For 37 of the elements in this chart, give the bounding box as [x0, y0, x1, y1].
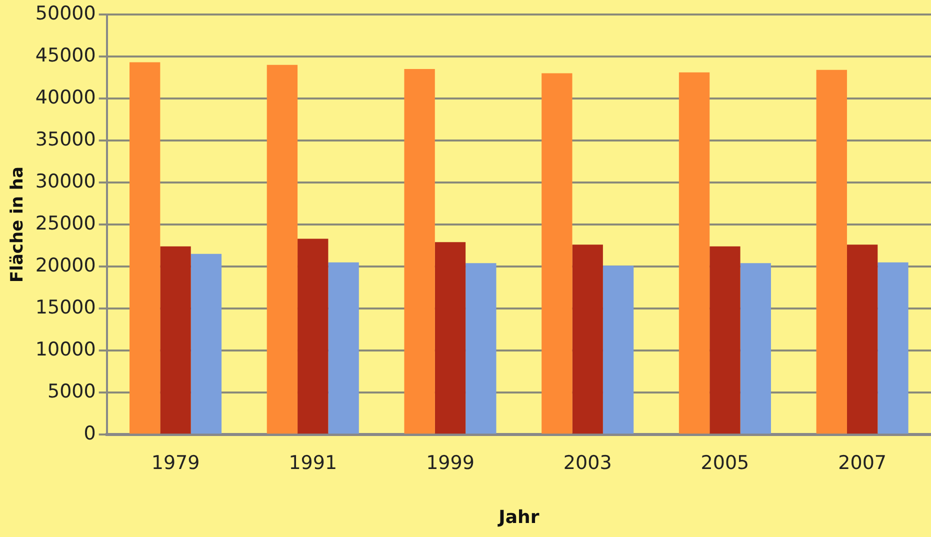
bar [266, 64, 298, 434]
bar [678, 72, 710, 434]
x-axis-title: Jahr [496, 506, 540, 528]
x-tick-label: 1991 [288, 452, 338, 474]
y-tick-label: 15000 [35, 296, 96, 318]
bar [602, 266, 634, 434]
y-axis-title: Fläche in ha [8, 166, 28, 282]
y-tick-label: 20000 [35, 254, 96, 276]
x-tick-label: 2007 [838, 452, 886, 474]
bar [298, 238, 328, 434]
y-tick-label: 5000 [47, 380, 96, 403]
bar [466, 263, 496, 434]
bar [190, 254, 222, 434]
bar [404, 69, 435, 434]
bar [328, 262, 359, 434]
bar [816, 70, 847, 434]
bar [572, 244, 603, 434]
y-tick-label: 0 [84, 422, 96, 445]
y-tick-label: 30000 [35, 170, 96, 192]
bar [846, 244, 878, 434]
bar [710, 246, 740, 434]
bar [740, 263, 771, 434]
y-tick-label: 45000 [35, 44, 96, 66]
y-tick-label: 10000 [35, 338, 96, 360]
y-tick-label: 50000 [35, 2, 96, 24]
y-tick-label: 25000 [35, 212, 96, 234]
x-tick-label: 1999 [426, 452, 474, 474]
bar [130, 62, 160, 434]
bar [542, 73, 572, 434]
bar [160, 246, 191, 434]
x-tick-label: 2003 [563, 452, 612, 474]
x-tick-label: 2005 [700, 452, 750, 474]
y-tick-label: 35000 [35, 128, 96, 150]
bar [434, 242, 466, 434]
y-tick-label: 40000 [35, 86, 96, 108]
x-tick-label: 1979 [151, 452, 200, 474]
bar [878, 262, 908, 434]
